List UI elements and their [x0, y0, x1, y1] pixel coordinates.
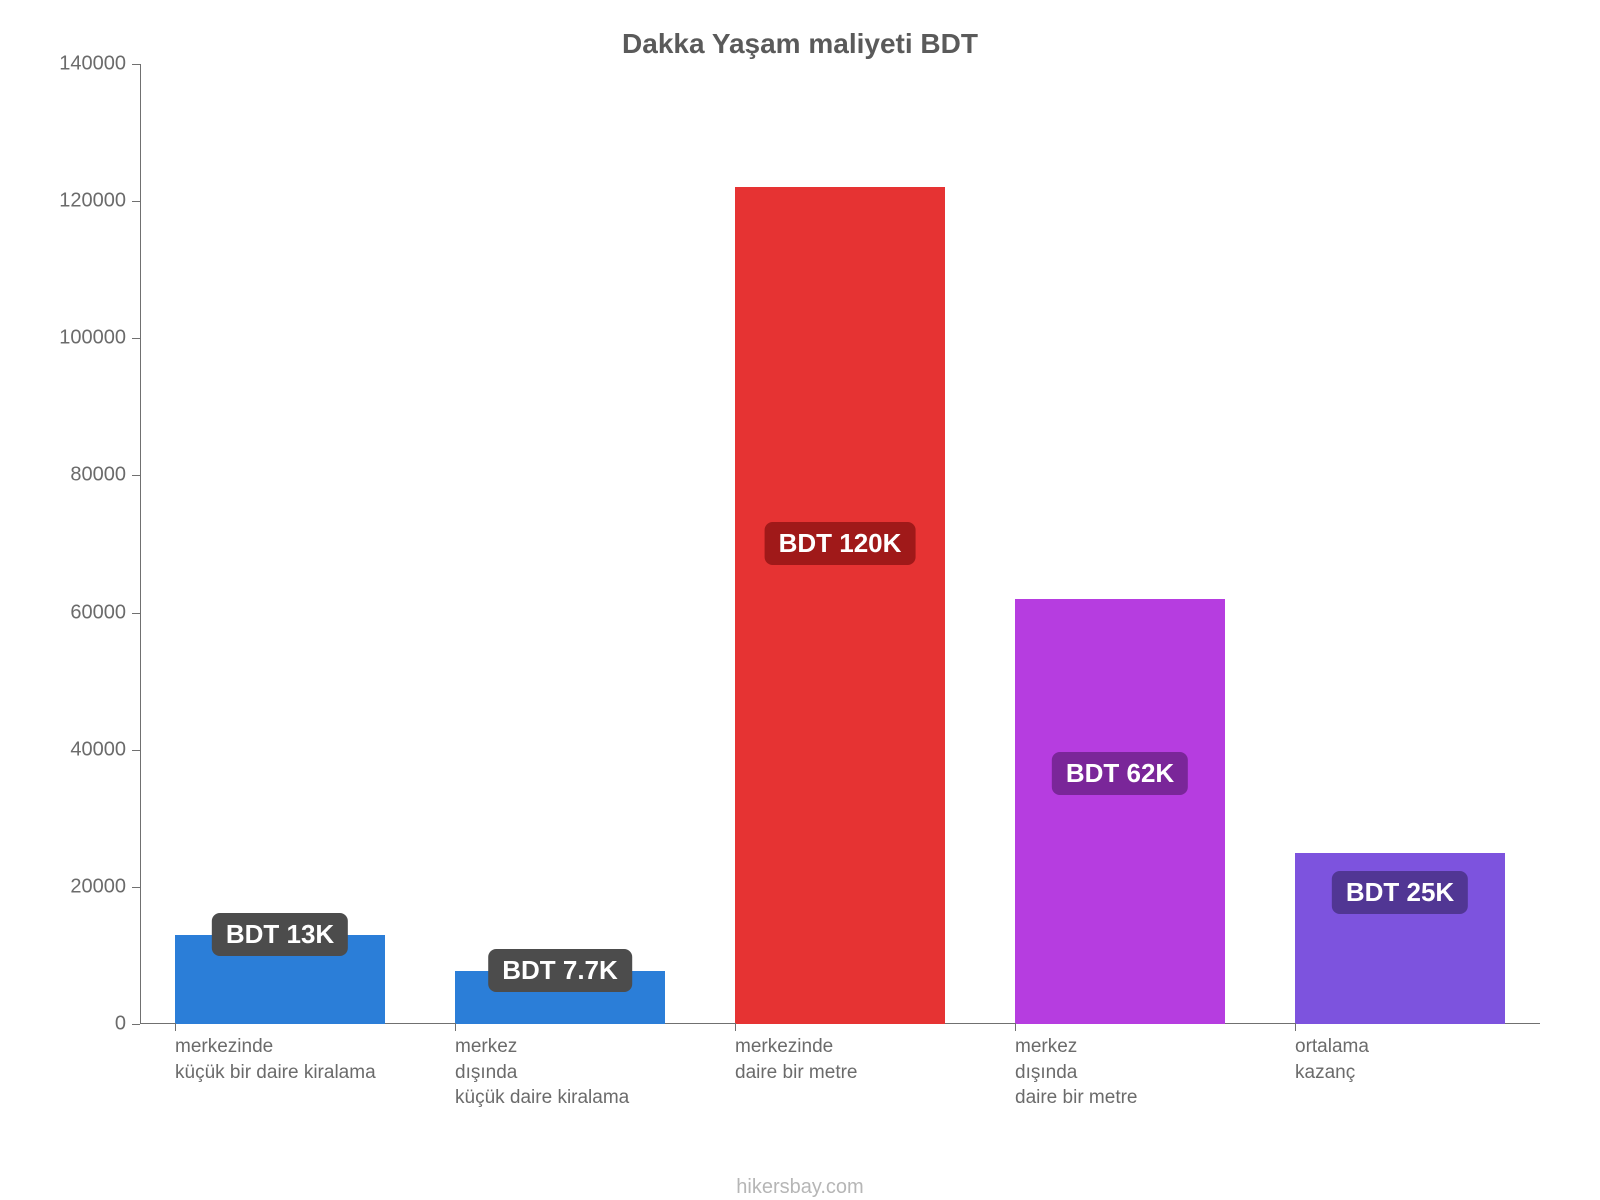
y-tick-label: 40000 [70, 738, 140, 761]
y-tick-label: 140000 [59, 53, 140, 76]
y-tick-label: 120000 [59, 190, 140, 213]
bar-value-label: BDT 7.7K [488, 949, 632, 992]
y-tick-label: 0 [115, 1013, 140, 1036]
x-category-label: merkez dışında küçük daire kiralama [455, 1034, 629, 1111]
x-labels: merkezinde küçük bir daire kiralama merke… [140, 1024, 1540, 1134]
cost-of-living-chart: Dakka Yaşam maliyeti BDT BDT 13K BDT 7.7K… [0, 0, 1600, 1200]
x-category-label: merkezinde küçük bir daire kiralama [175, 1034, 376, 1085]
bar-value-label: BDT 25K [1332, 871, 1468, 914]
y-tick-label: 100000 [59, 327, 140, 350]
bars-container: BDT 13K BDT 7.7K BDT 120K BDT 62K BDT 25K [140, 64, 1540, 1024]
x-tick [1015, 1023, 1016, 1031]
x-tick [1295, 1023, 1296, 1031]
y-tick-label: 60000 [70, 601, 140, 624]
bar-value-label: BDT 62K [1052, 752, 1188, 795]
bar-value-label: BDT 13K [212, 913, 348, 956]
bar [735, 187, 945, 1024]
x-tick [735, 1023, 736, 1031]
y-tick-label: 20000 [70, 875, 140, 898]
plot-area: BDT 13KBDT 7.7KBDT 120KBDT 62KBDT 25K 02… [140, 64, 1540, 1024]
x-tick [175, 1023, 176, 1031]
y-tick-label: 80000 [70, 464, 140, 487]
x-tick [455, 1023, 456, 1031]
x-category-label: merkez dışında daire bir metre [1015, 1034, 1138, 1111]
bar [1015, 599, 1225, 1024]
x-category-label: merkezinde daire bir metre [735, 1034, 858, 1085]
x-category-label: ortalama kazanç [1295, 1034, 1369, 1085]
bar-value-label: BDT 120K [765, 522, 916, 565]
chart-title: Dakka Yaşam maliyeti BDT [40, 28, 1560, 60]
attribution: hikersbay.com [40, 1176, 1560, 1199]
